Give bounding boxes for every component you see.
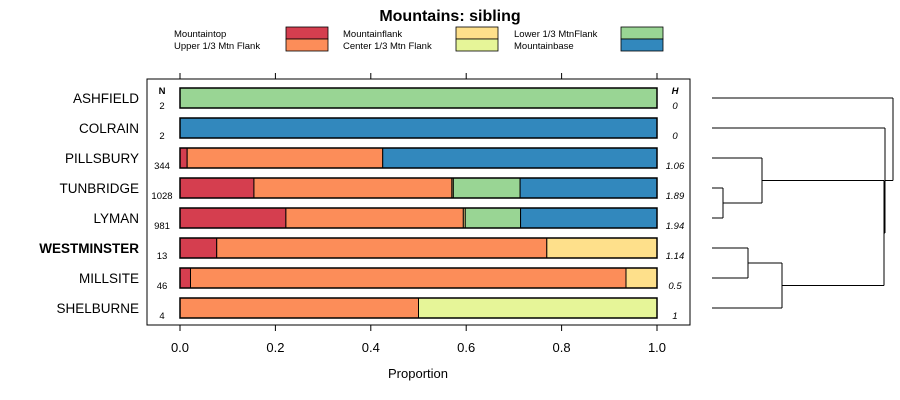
n-value: 13 [157, 251, 168, 262]
bar-outline [179, 177, 658, 199]
plot-frame [146, 78, 691, 326]
h-value: 1 [672, 311, 677, 322]
bar-row: COLRAIN 2 0 [79, 117, 678, 142]
bar-segment [216, 237, 548, 259]
n-header: N [159, 86, 166, 97]
bar-segment [189, 267, 627, 289]
bar-segment [179, 87, 658, 109]
bar-segment [285, 207, 464, 229]
bar-segment [179, 177, 255, 199]
n-value: 2 [159, 101, 164, 112]
bar-segment [186, 147, 384, 169]
n-value: 981 [154, 221, 170, 232]
legend-label: Mountainflank [343, 29, 402, 40]
category-label: WESTMINSTER [39, 241, 139, 256]
legend-label: Center 1/3 Mtn Flank [343, 41, 432, 52]
bar-segment [625, 267, 658, 289]
x-axis-label: Proportion [388, 366, 448, 381]
legend-label: Mountainbase [514, 41, 574, 52]
bar-rows: ASHFIELD 2 0 COLRAIN 2 0 PILLSBURY 344 1.06 TUNBR… [39, 87, 685, 322]
bar-row: PILLSBURY 344 1.06 [65, 147, 685, 172]
bar-row: WESTMINSTER 13 1.14 [39, 237, 685, 262]
bar-segment [464, 207, 522, 229]
bar-segment [179, 207, 287, 229]
category-label: MILLSITE [79, 271, 139, 286]
legend-swatch [620, 26, 664, 40]
legend-label: Upper 1/3 Mtn Flank [174, 41, 260, 52]
legend-label: Lower 1/3 MtnFlank [514, 29, 598, 40]
n-value: 46 [157, 281, 168, 292]
bar-segment [546, 237, 658, 259]
bar-segment [179, 147, 188, 169]
bar-segment [179, 117, 658, 139]
category-label: LYMAN [93, 211, 139, 226]
x-tick-label: 0.6 [457, 340, 475, 355]
legend-swatch [455, 26, 499, 40]
h-value: 1.14 [666, 251, 685, 262]
category-label: PILLSBURY [65, 151, 139, 166]
bar-row: ASHFIELD 2 0 [73, 87, 678, 112]
x-tick-label: 0.4 [362, 340, 380, 355]
h-value: 0 [672, 101, 678, 112]
bar-outline [179, 267, 658, 289]
bar-segment [418, 297, 658, 319]
n-value: 344 [154, 161, 170, 172]
bar-outline [179, 297, 658, 319]
x-axis: 0.0 0.2 0.4 0.6 0.8 1.0 [171, 73, 666, 355]
bar-row: MILLSITE 46 0.5 [79, 267, 682, 292]
category-label: TUNBRIDGE [59, 181, 139, 196]
bar-segment [179, 237, 218, 259]
x-tick-label: 0.0 [171, 340, 189, 355]
chart-title: Mountains: sibling [379, 8, 520, 25]
bar-row: TUNBRIDGE 1028 1.89 [59, 177, 685, 202]
bar-outline [179, 207, 658, 229]
bar-segment [253, 177, 453, 199]
bar-segment [520, 207, 658, 229]
bar-segment [519, 177, 658, 199]
category-label: COLRAIN [79, 121, 139, 136]
h-value: 1.89 [666, 191, 685, 202]
bar-outline [179, 237, 658, 259]
bar-segment [179, 297, 419, 319]
h-value: 0 [672, 131, 678, 142]
legend-swatch [620, 38, 664, 52]
h-value: 0.5 [668, 281, 682, 292]
x-tick-label: 0.8 [553, 340, 571, 355]
dendrogram [712, 97, 894, 309]
h-header: H [672, 86, 680, 97]
category-label: SHELBURNE [56, 301, 139, 316]
h-value: 1.06 [666, 161, 685, 172]
bar-segment [452, 177, 521, 199]
bar-segment [179, 267, 191, 289]
n-value: 2 [159, 131, 164, 142]
x-tick-label: 1.0 [648, 340, 666, 355]
legend-swatch [455, 38, 499, 52]
h-value: 1.94 [666, 221, 685, 232]
bar-segment [382, 147, 658, 169]
legend-label: Mountaintop [174, 29, 226, 40]
bar-outline [179, 117, 658, 139]
category-label: ASHFIELD [73, 91, 139, 106]
n-value: 4 [159, 311, 164, 322]
bar-row: LYMAN 981 1.94 [93, 207, 685, 232]
bar-outline [179, 87, 658, 109]
x-tick-label: 0.2 [266, 340, 284, 355]
bar-outline [179, 147, 658, 169]
n-value: 1028 [151, 191, 172, 202]
legend-swatch [285, 38, 329, 52]
bar-row: SHELBURNE 4 1 [56, 297, 678, 322]
legend-swatch [285, 26, 329, 40]
